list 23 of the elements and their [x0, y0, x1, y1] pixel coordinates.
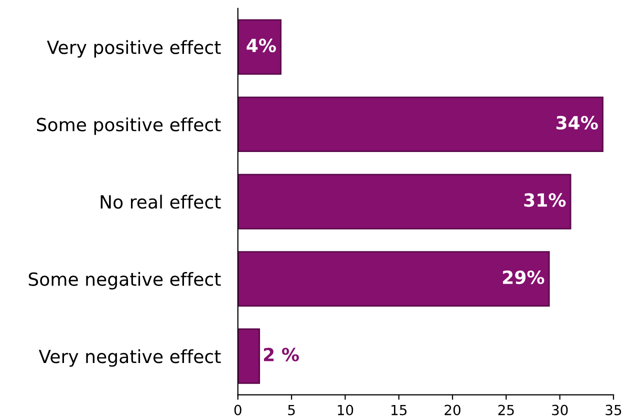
data-label: 2 % — [264, 348, 299, 362]
x-tick-label: 15 — [392, 404, 406, 416]
y-tick-label: Some positive effect — [36, 117, 221, 135]
x-tick-label: 25 — [498, 404, 514, 416]
x-tick-label: 35 — [606, 404, 622, 416]
bar — [238, 251, 550, 307]
bar — [238, 174, 572, 230]
data-label: 4% — [246, 38, 276, 52]
x-tick-label: 30 — [552, 404, 568, 416]
x-tick-label: 5 — [288, 404, 295, 416]
data-label: 31% — [524, 193, 566, 207]
bar — [238, 19, 282, 75]
x-tick-label: 0 — [234, 404, 242, 416]
bar — [238, 96, 604, 152]
y-tick-label: Some negative effect — [28, 272, 221, 290]
data-label: 34% — [556, 116, 598, 130]
y-tick-label: Very negative effect — [38, 349, 221, 367]
bar — [238, 328, 260, 384]
data-label: 29% — [503, 270, 544, 284]
x-tick-label: 20 — [444, 404, 460, 416]
y-tick-label: Very positive effect — [46, 40, 221, 58]
x-tick-label: 10 — [338, 404, 354, 416]
y-tick-label: No real effect — [100, 194, 221, 209]
